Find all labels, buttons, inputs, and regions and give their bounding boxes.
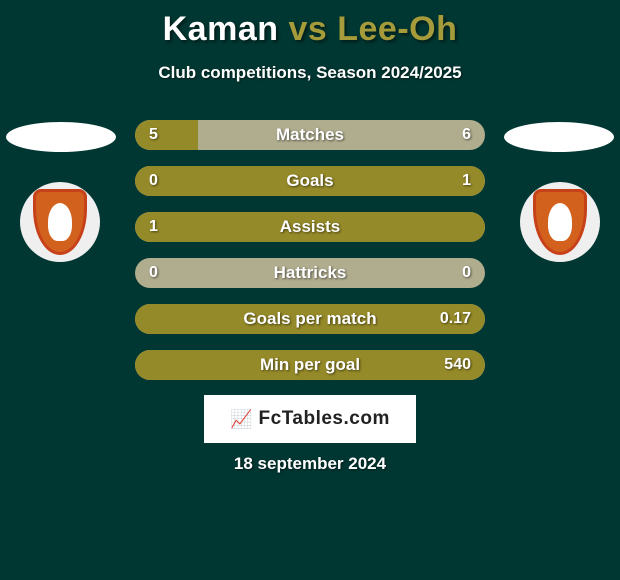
player1-name: Kaman [163, 10, 279, 48]
branding-box: 📈 FcTables.com [204, 395, 416, 443]
player2-avatar-ellipse [504, 122, 614, 152]
player2-name: Lee-Oh [337, 10, 457, 48]
stat-bar: 540Min per goal [135, 350, 485, 380]
player2-club-badge [520, 182, 600, 262]
subtitle: Club competitions, Season 2024/2025 [0, 63, 620, 83]
stat-label: Min per goal [135, 350, 485, 380]
shield-icon [533, 189, 587, 255]
vs-separator: vs [288, 10, 327, 48]
chart-icon: 📈 [230, 409, 252, 430]
stat-bar: 56Matches [135, 120, 485, 150]
player1-avatar-ellipse [6, 122, 116, 152]
stat-bar: 0.17Goals per match [135, 304, 485, 334]
shield-icon [33, 189, 87, 255]
shield-inner-icon [48, 203, 72, 241]
branding-text: FcTables.com [259, 408, 390, 430]
stat-label: Hattricks [135, 258, 485, 288]
stat-bar: 01Goals [135, 166, 485, 196]
stat-bar: 1Assists [135, 212, 485, 242]
stat-label: Assists [135, 212, 485, 242]
stat-bar: 00Hattricks [135, 258, 485, 288]
stat-label: Matches [135, 120, 485, 150]
stat-label: Goals per match [135, 304, 485, 334]
stat-label: Goals [135, 166, 485, 196]
date-line: 18 september 2024 [0, 454, 620, 474]
player1-club-badge [20, 182, 100, 262]
comparison-title: Kaman vs Lee-Oh [0, 0, 620, 49]
stat-bars-container: 56Matches 01Goals 1Assists 00Hattricks 0.17G… [135, 120, 485, 396]
shield-inner-icon [548, 203, 572, 241]
